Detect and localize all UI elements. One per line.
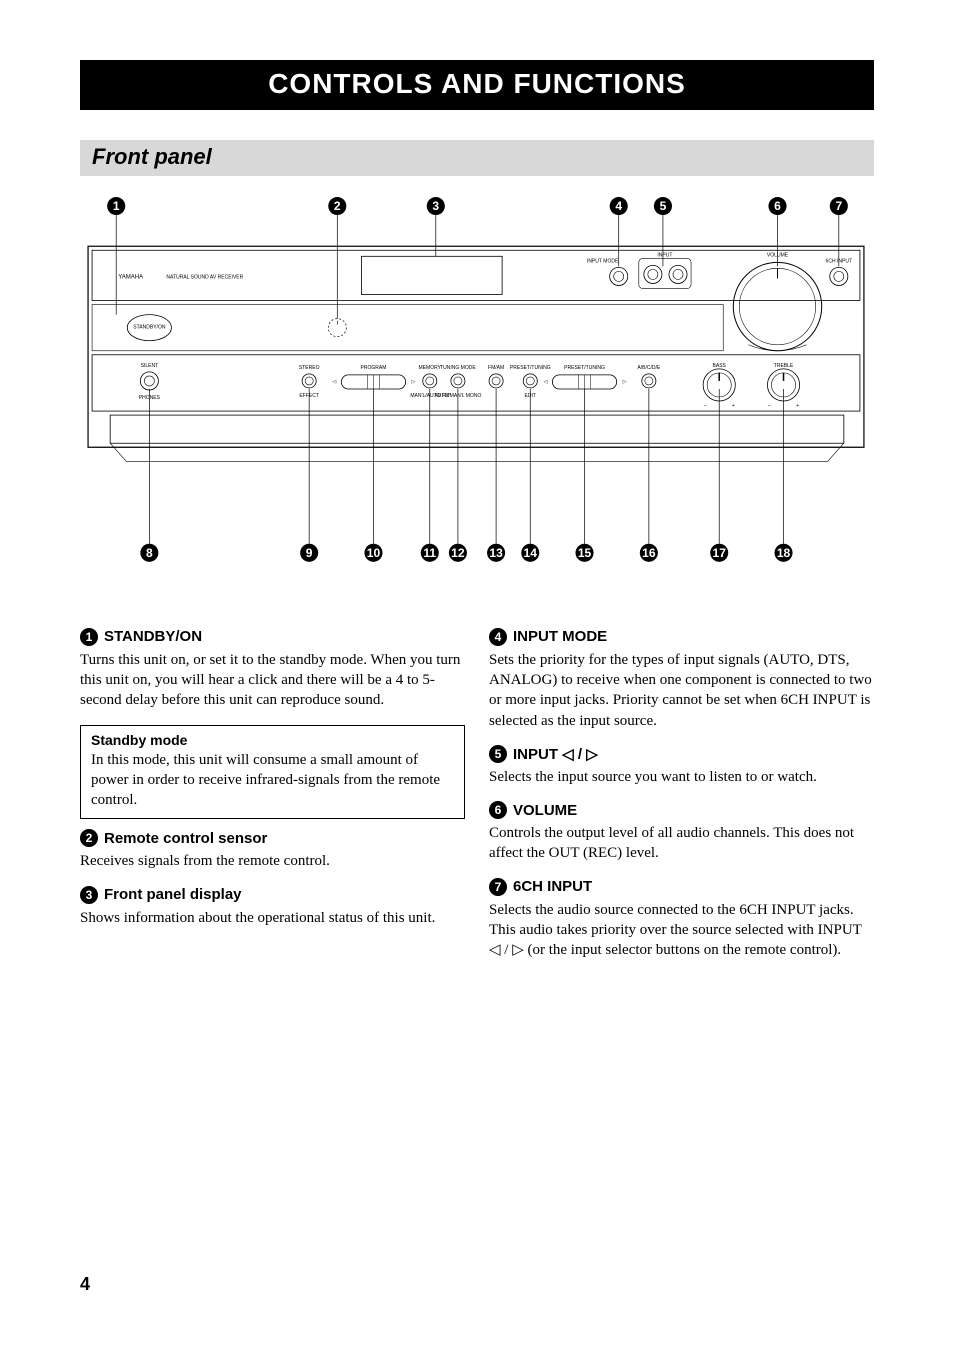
note-body: In this mode, this unit will consume a s… — [91, 750, 454, 811]
description-item: 1 STANDBY/ON Turns this unit on, or set it… — [80, 628, 465, 711]
svg-text:FM/AM: FM/AM — [488, 365, 504, 371]
item-heading: 3 Front panel display — [80, 886, 465, 904]
svg-text:MEMORY: MEMORY — [419, 365, 442, 371]
item-title: STANDBY/ON — [104, 628, 202, 645]
svg-text:16: 16 — [642, 546, 656, 560]
svg-text:4: 4 — [615, 199, 622, 213]
svg-text:13: 13 — [489, 546, 503, 560]
item-heading: 5 INPUT ◁ / ▷ — [489, 745, 874, 763]
svg-text:EDIT: EDIT — [525, 393, 536, 399]
svg-text:◁: ◁ — [543, 379, 547, 385]
svg-text:BASS: BASS — [713, 363, 727, 369]
svg-text:6: 6 — [774, 199, 781, 213]
item-title: INPUT MODE — [513, 628, 607, 645]
brand-logo: YAMAHA — [118, 274, 143, 280]
svg-text:+: + — [732, 403, 735, 409]
svg-text:2: 2 — [334, 199, 341, 213]
description-item: 3 Front panel display Shows information ab… — [80, 886, 465, 928]
svg-text:INPUT MODE: INPUT MODE — [587, 258, 619, 264]
right-column: 4 INPUT MODE Sets the priority for the typ… — [489, 628, 874, 975]
item-heading: 7 6CH INPUT — [489, 878, 874, 896]
svg-text:–: – — [704, 403, 707, 409]
callout-marker: 5 — [489, 745, 507, 763]
brand-subtext: NATURAL SOUND AV RECEIVER — [166, 274, 243, 280]
section-subtitle: Front panel — [80, 140, 874, 176]
standby-mode-note: Standby mode In this mode, this unit will… — [80, 725, 465, 820]
svg-text:1: 1 — [113, 199, 120, 213]
svg-text:5: 5 — [660, 199, 667, 213]
item-body: Selects the input source you want to lis… — [489, 767, 874, 787]
svg-text:TUNING MODE: TUNING MODE — [440, 365, 476, 371]
left-column: 1 STANDBY/ON Turns this unit on, or set it… — [80, 628, 465, 975]
front-panel-diagram: 1234567 89101112131415161718 YAMAHA NATU… — [80, 196, 874, 568]
svg-text:17: 17 — [713, 546, 727, 560]
svg-text:18: 18 — [777, 546, 791, 560]
description-item: 5 INPUT ◁ / ▷ Selects the input source you… — [489, 745, 874, 787]
page-title-bar: CONTROLS AND FUNCTIONS — [80, 60, 874, 110]
callout-marker: 7 — [489, 878, 507, 896]
svg-text:+: + — [796, 403, 799, 409]
svg-text:INPUT: INPUT — [657, 252, 672, 258]
item-body: Controls the output level of all audio c… — [489, 823, 874, 864]
item-title: Front panel display — [104, 886, 242, 903]
svg-text:▷: ▷ — [623, 379, 627, 385]
description-item: 2 Remote control sensor Receives signals f… — [80, 829, 465, 871]
svg-text:8: 8 — [146, 546, 153, 560]
svg-text:STANDBY/ON: STANDBY/ON — [133, 325, 166, 331]
svg-text:AUTO/MAN'L MONO: AUTO/MAN'L MONO — [434, 393, 481, 399]
svg-text:A/B/C/D/E: A/B/C/D/E — [637, 365, 661, 371]
svg-text:VOLUME: VOLUME — [767, 252, 789, 258]
svg-text:STEREO: STEREO — [299, 365, 320, 371]
svg-text:10: 10 — [367, 546, 381, 560]
svg-text:9: 9 — [306, 546, 313, 560]
item-title: INPUT ◁ / ▷ — [513, 745, 598, 763]
svg-text:14: 14 — [524, 546, 538, 560]
callout-marker: 6 — [489, 801, 507, 819]
note-title: Standby mode — [91, 732, 454, 748]
callout-marker: 3 — [80, 886, 98, 904]
svg-text:–: – — [768, 403, 771, 409]
item-heading: 4 INPUT MODE — [489, 628, 874, 646]
callout-marker: 1 — [80, 628, 98, 646]
item-body: Shows information about the operational … — [80, 908, 465, 928]
svg-text:▷: ▷ — [412, 379, 416, 385]
svg-text:15: 15 — [578, 546, 592, 560]
svg-text:12: 12 — [451, 546, 465, 560]
description-item: 6 VOLUME Controls the output level of all … — [489, 801, 874, 864]
item-heading: 2 Remote control sensor — [80, 829, 465, 847]
item-body: Sets the priority for the types of input… — [489, 650, 874, 731]
item-title: Remote control sensor — [104, 830, 267, 847]
callout-marker: 4 — [489, 628, 507, 646]
svg-text:7: 7 — [835, 199, 842, 213]
item-heading: 1 STANDBY/ON — [80, 628, 465, 646]
svg-text:PRESET/TUNING: PRESET/TUNING — [510, 365, 551, 371]
svg-text:◁: ◁ — [332, 379, 336, 385]
item-body: Receives signals from the remote control… — [80, 851, 465, 871]
svg-text:PRESET/TUNING: PRESET/TUNING — [564, 365, 605, 371]
svg-text:TREBLE: TREBLE — [774, 363, 794, 369]
callout-marker: 2 — [80, 829, 98, 847]
svg-text:6CH INPUT: 6CH INPUT — [826, 258, 852, 264]
svg-text:11: 11 — [423, 546, 436, 560]
item-title: VOLUME — [513, 802, 577, 819]
svg-text:SILENT: SILENT — [141, 363, 159, 369]
svg-text:PHONES: PHONES — [139, 395, 161, 401]
description-item: 4 INPUT MODE Sets the priority for the typ… — [489, 628, 874, 731]
svg-text:PROGRAM: PROGRAM — [361, 365, 387, 371]
item-title: 6CH INPUT — [513, 878, 592, 895]
item-body: Selects the audio source connected to th… — [489, 900, 874, 961]
item-body: Turns this unit on, or set it to the sta… — [80, 650, 465, 711]
svg-text:EFFECT: EFFECT — [299, 393, 319, 399]
item-heading: 6 VOLUME — [489, 801, 874, 819]
description-item: 7 6CH INPUT Selects the audio source conne… — [489, 878, 874, 961]
svg-text:3: 3 — [432, 199, 439, 213]
page-number: 4 — [80, 1274, 874, 1295]
